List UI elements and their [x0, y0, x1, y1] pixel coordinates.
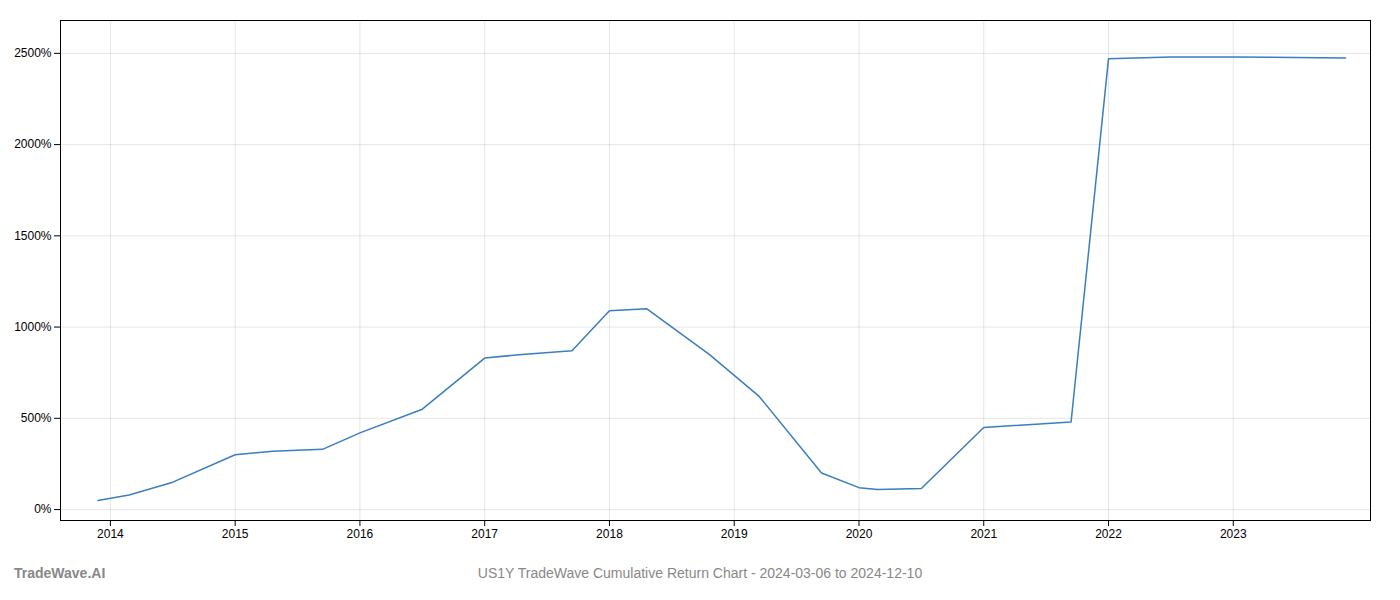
html-text:US1Y TradeWave Cumulative Retu: US1Y TradeWave Cumulative Return Chart -…	[477, 565, 923, 581]
svg-text:0%: 0%	[34, 502, 52, 516]
svg-text:2014: 2014	[97, 527, 124, 541]
svg-text:2019: 2019	[721, 527, 748, 541]
svg-text:2021: 2021	[970, 527, 997, 541]
svg-text:2000%: 2000%	[14, 137, 52, 151]
svg-text:2015: 2015	[222, 527, 249, 541]
svg-text:1000%: 1000%	[14, 320, 52, 334]
svg-text:2500%: 2500%	[14, 46, 52, 60]
html-text:TradeWave.AI: TradeWave.AI	[14, 565, 106, 581]
svg-text:2020: 2020	[846, 527, 873, 541]
svg-text:1500%: 1500%	[14, 229, 52, 243]
svg-text:2022: 2022	[1095, 527, 1122, 541]
svg-text:500%: 500%	[21, 411, 52, 425]
svg-text:2017: 2017	[471, 527, 498, 541]
svg-text:2023: 2023	[1220, 527, 1247, 541]
svg-text:2016: 2016	[347, 527, 374, 541]
svg-text:2018: 2018	[596, 527, 623, 541]
